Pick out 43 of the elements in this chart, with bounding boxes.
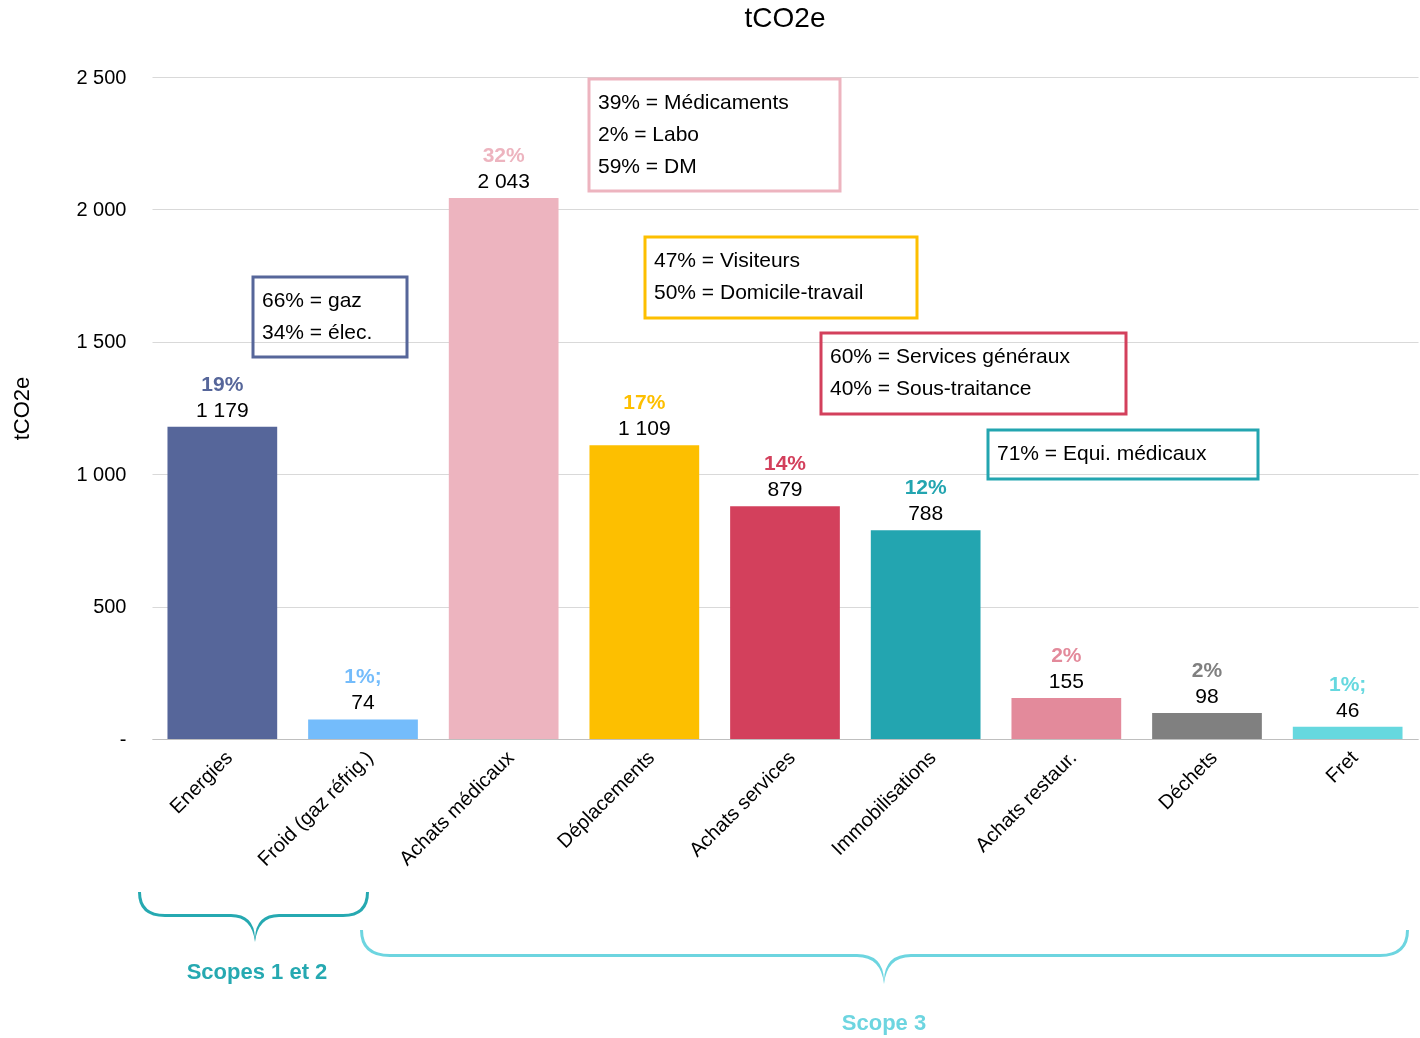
y-tick-label: 2 500 <box>76 65 127 88</box>
data-label: 2 043 <box>477 169 530 193</box>
annotation: 66% = gaz 34% = élec. <box>262 288 373 343</box>
data-label: 788 <box>908 501 944 525</box>
annotation: 19% <box>201 371 244 395</box>
y-tick-label: 1 000 <box>76 462 127 485</box>
y-tick-label: 500 <box>93 595 127 618</box>
bar <box>1152 713 1262 739</box>
annotation: 71% = Equi. médicaux <box>997 441 1208 464</box>
annotation: 47% = Visiteurs 50% = Domicile-travail <box>654 248 864 303</box>
bar <box>730 506 840 739</box>
data-label: 98 <box>1195 684 1219 708</box>
text: Scopes 1 et 2 <box>186 959 328 984</box>
annotation: 17% <box>623 390 666 414</box>
bar <box>1011 697 1122 739</box>
annotation: 2% <box>1191 658 1223 682</box>
y-axis-title: tCO2e <box>8 376 34 441</box>
bar <box>167 426 278 739</box>
x-tick-label: Fret <box>1321 745 1363 787</box>
annotation: 12% <box>904 475 948 499</box>
bar <box>589 445 700 739</box>
annotation: 1%; <box>344 664 382 688</box>
y-tick-label: 2 000 <box>76 197 127 220</box>
data-label: 155 <box>1048 668 1084 692</box>
annotation: 1%; <box>1328 671 1367 695</box>
annotation: 2% <box>1051 642 1082 666</box>
chart-title: tCO2e <box>744 2 826 33</box>
bar <box>308 719 418 739</box>
y-tick-label: - <box>119 727 127 750</box>
bar <box>870 530 981 739</box>
annotation: 39% = Médicaments 2% = Labo 59% = DM <box>598 90 789 177</box>
text: Scope 3 <box>841 1010 927 1035</box>
data-label: 74 <box>351 690 375 714</box>
data-label: 1 109 <box>618 416 671 440</box>
bar <box>1292 726 1403 739</box>
y-tick-label: 1 500 <box>76 330 127 353</box>
data-label: 1 179 <box>196 397 249 421</box>
data-label: 46 <box>1335 697 1360 721</box>
annotation: 14% <box>763 451 807 475</box>
bar <box>448 198 559 739</box>
data-label: 879 <box>767 477 803 501</box>
annotation: 60% = Services généraux 40% = Sous-traitance <box>830 344 1071 399</box>
annotation: 32% <box>482 143 526 167</box>
